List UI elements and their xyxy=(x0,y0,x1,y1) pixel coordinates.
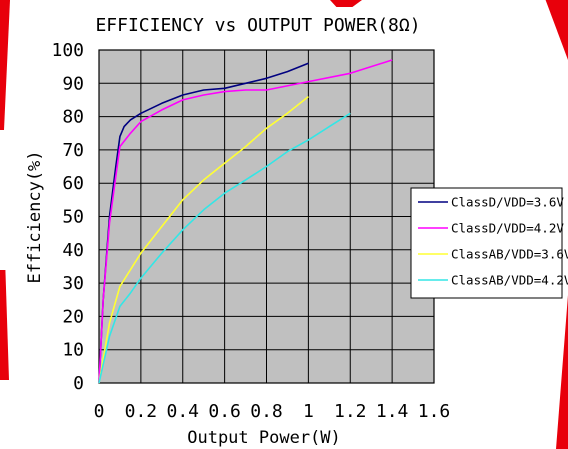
x-tick-label: 1 xyxy=(303,401,314,422)
y-axis-ticks: 0 10 20 30 40 50 60 70 80 90 100 xyxy=(51,40,84,394)
series-line-2 xyxy=(98,59,393,384)
x-tick-label: 0.2 xyxy=(125,401,158,422)
red-mark-left-bottom xyxy=(0,270,9,380)
x-tick-label: 1.6 xyxy=(418,401,451,422)
y-tick-label: 20 xyxy=(62,306,84,327)
grid-lines xyxy=(98,49,435,384)
series-line-3 xyxy=(98,95,309,384)
legend-entry-label: ClassAB/VDD=4.2V xyxy=(451,273,568,288)
legend-entry-label: ClassD/VDD=4.2V xyxy=(451,221,564,236)
x-axis-ticks: 0 0.2 0.4 0.6 0.8 1 1.2 1.4 1.6 xyxy=(94,401,451,422)
red-mark-left-top xyxy=(0,0,10,130)
y-tick-label: 80 xyxy=(62,107,84,128)
y-tick-label: 70 xyxy=(62,140,84,161)
y-tick-label: 50 xyxy=(62,207,84,228)
red-mark-top xyxy=(330,0,362,7)
x-tick-label: 0.4 xyxy=(166,401,199,422)
legend-entry-label: ClassAB/VDD=3.6V xyxy=(451,247,568,262)
series-line-4 xyxy=(98,112,351,384)
x-tick-label: 0.6 xyxy=(208,401,241,422)
x-tick-label: 1.2 xyxy=(334,401,367,422)
x-axis-label: Output Power(W) xyxy=(187,428,341,448)
y-tick-label: 0 xyxy=(73,373,84,394)
legend-entry-label: ClassD/VDD=3.6V xyxy=(451,195,564,210)
x-tick-label: 0 xyxy=(94,401,105,422)
y-tick-label: 60 xyxy=(62,173,84,194)
y-tick-label: 10 xyxy=(62,340,84,361)
y-tick-label: 90 xyxy=(62,73,84,94)
y-tick-label: 30 xyxy=(62,273,84,294)
series-layer xyxy=(98,59,393,384)
x-tick-label: 1.4 xyxy=(376,401,409,422)
y-axis-label: Efficiency(%) xyxy=(25,150,45,283)
y-tick-label: 40 xyxy=(62,240,84,261)
chart-title: EFFICIENCY vs OUTPUT POWER(8Ω) xyxy=(95,15,420,36)
y-tick-label: 100 xyxy=(51,40,84,61)
series-line-1 xyxy=(98,62,309,384)
legend: ClassD/VDD=3.6V ClassD/VDD=4.2V ClassAB/VD… xyxy=(410,187,568,299)
x-tick-label: 0.8 xyxy=(250,401,283,422)
